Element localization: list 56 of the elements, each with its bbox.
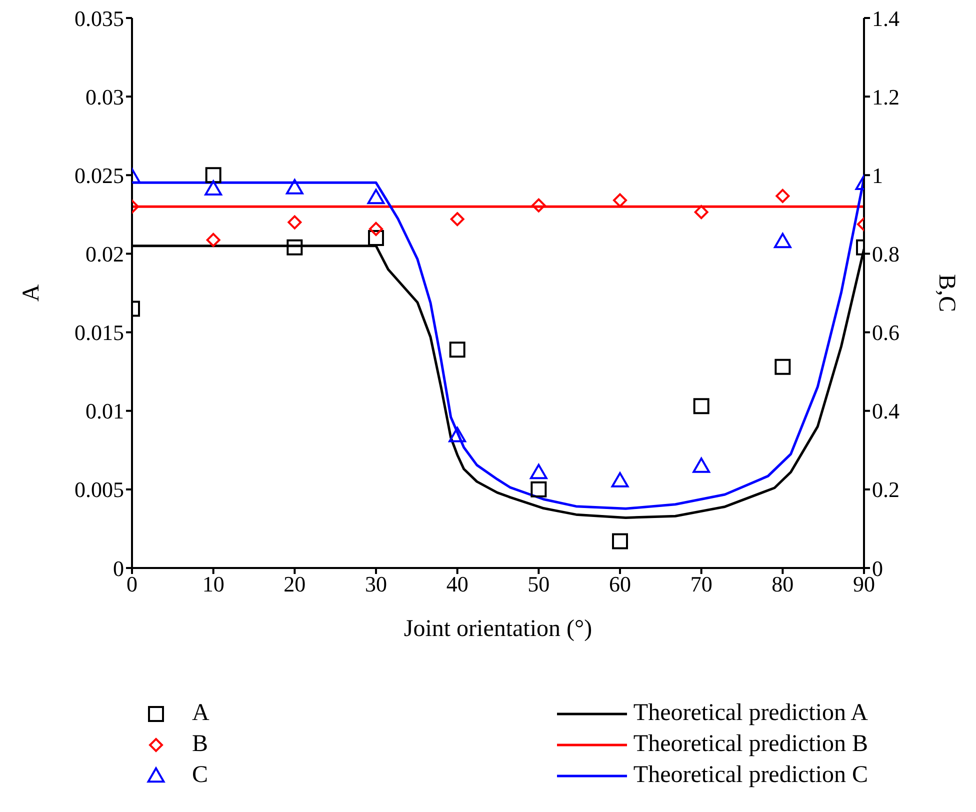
point xyxy=(368,230,384,246)
x-tick-label: 50 xyxy=(528,572,550,597)
point xyxy=(532,198,546,212)
legend-label: Theoretical prediction C xyxy=(633,762,868,789)
y-tick-label: 0.035 xyxy=(74,6,124,31)
point xyxy=(449,342,466,358)
point xyxy=(288,215,302,230)
legend-label: Theoretical prediction B xyxy=(633,731,868,758)
legend-label: C xyxy=(192,762,208,789)
x-tick-label: 10 xyxy=(202,572,224,597)
legend-label: A xyxy=(192,700,210,727)
y2-tick-label: 1 xyxy=(872,162,883,188)
point xyxy=(693,398,710,414)
legend-label: Theoretical prediction A xyxy=(633,700,868,727)
point xyxy=(692,458,710,473)
legend-label: B xyxy=(192,731,208,758)
point xyxy=(448,426,466,442)
point xyxy=(694,205,708,220)
y2-tick-label: 1.2 xyxy=(872,84,900,110)
point xyxy=(450,212,464,226)
point xyxy=(286,179,304,194)
x-tick-label: 20 xyxy=(284,572,306,597)
y-tick-label: 0.01 xyxy=(86,398,124,424)
y-tick-label: 0.025 xyxy=(74,162,124,188)
point xyxy=(530,464,548,480)
y-tick-label: 0.005 xyxy=(74,477,124,502)
y-tick-label: 0 xyxy=(113,556,124,581)
y-axis-title: A xyxy=(18,284,45,302)
point xyxy=(367,188,385,204)
point xyxy=(776,188,790,203)
point xyxy=(286,239,303,256)
point xyxy=(612,533,628,550)
y2-tick-label: 0.6 xyxy=(872,320,900,346)
y-tick-label: 0.03 xyxy=(86,84,124,110)
y2-tick-label: 1.4 xyxy=(872,6,900,31)
point xyxy=(774,232,792,248)
x-tick-label: 40 xyxy=(446,572,468,597)
point xyxy=(774,358,791,375)
y2-axis-title: B,C xyxy=(933,274,960,312)
y-tick-label: 0.02 xyxy=(86,242,124,267)
point xyxy=(613,193,627,208)
point xyxy=(369,222,383,236)
point xyxy=(206,232,220,247)
y-tick-label: 0.015 xyxy=(74,320,124,346)
point xyxy=(530,481,547,498)
x-tick-label: 70 xyxy=(690,572,712,597)
point xyxy=(205,167,222,184)
x-tick-label: 60 xyxy=(609,572,631,597)
point xyxy=(611,472,629,488)
y2-tick-label: 0.2 xyxy=(872,477,900,502)
y2-tick-label: 0.8 xyxy=(872,242,900,267)
x-axis-title: Joint orientation (°) xyxy=(404,616,592,642)
x-tick-label: 30 xyxy=(365,572,387,597)
x-tick-label: 80 xyxy=(772,572,794,597)
y2-tick-label: 0.4 xyxy=(872,398,900,424)
point xyxy=(204,180,222,196)
